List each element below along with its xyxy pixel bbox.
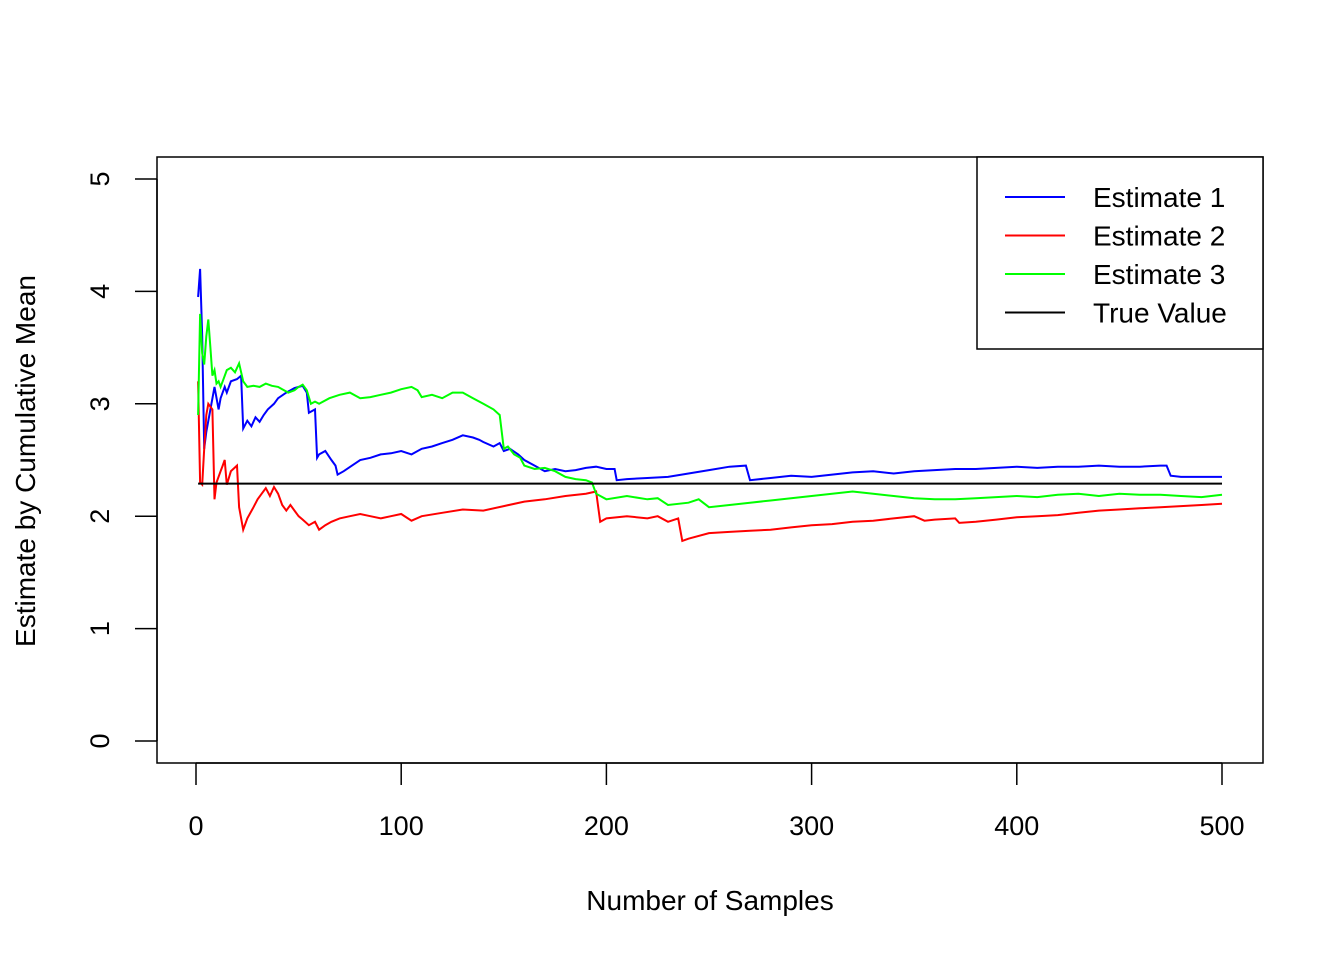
x-tick-label: 200 (584, 811, 629, 841)
y-tick-label: 3 (85, 396, 115, 411)
legend-label: Estimate 2 (1093, 221, 1225, 252)
x-axis: 0 100 200 300 400 500 (188, 762, 1245, 841)
x-tick-label: 500 (1199, 811, 1244, 841)
x-tick-label: 100 (379, 811, 424, 841)
x-tick-label: 300 (789, 811, 834, 841)
legend: Estimate 1 Estimate 2 Estimate 3 True Value (976, 156, 1264, 350)
legend-label: True Value (1093, 298, 1227, 329)
legend-label: Estimate 3 (1093, 259, 1225, 290)
y-tick-label: 1 (85, 621, 115, 636)
series-line-estimate-2 (197, 381, 1223, 543)
series-line-estimate-1 (197, 268, 1222, 482)
y-axis-title: Estimate by Cumulative Mean (10, 275, 41, 647)
y-tick-label: 4 (85, 284, 115, 299)
y-tick-label: 5 (85, 171, 115, 186)
y-axis: 0 1 2 3 4 5 (85, 171, 158, 749)
series-line-estimate-3 (197, 313, 1223, 509)
x-axis-title: Number of Samples (586, 885, 833, 916)
y-tick-label: 0 (85, 733, 115, 748)
legend-box (976, 156, 1264, 350)
x-tick-label: 0 (188, 811, 203, 841)
series-layer (197, 268, 1223, 543)
y-tick-label: 2 (85, 509, 115, 524)
x-tick-label: 400 (994, 811, 1039, 841)
legend-label: Estimate 1 (1093, 182, 1225, 213)
